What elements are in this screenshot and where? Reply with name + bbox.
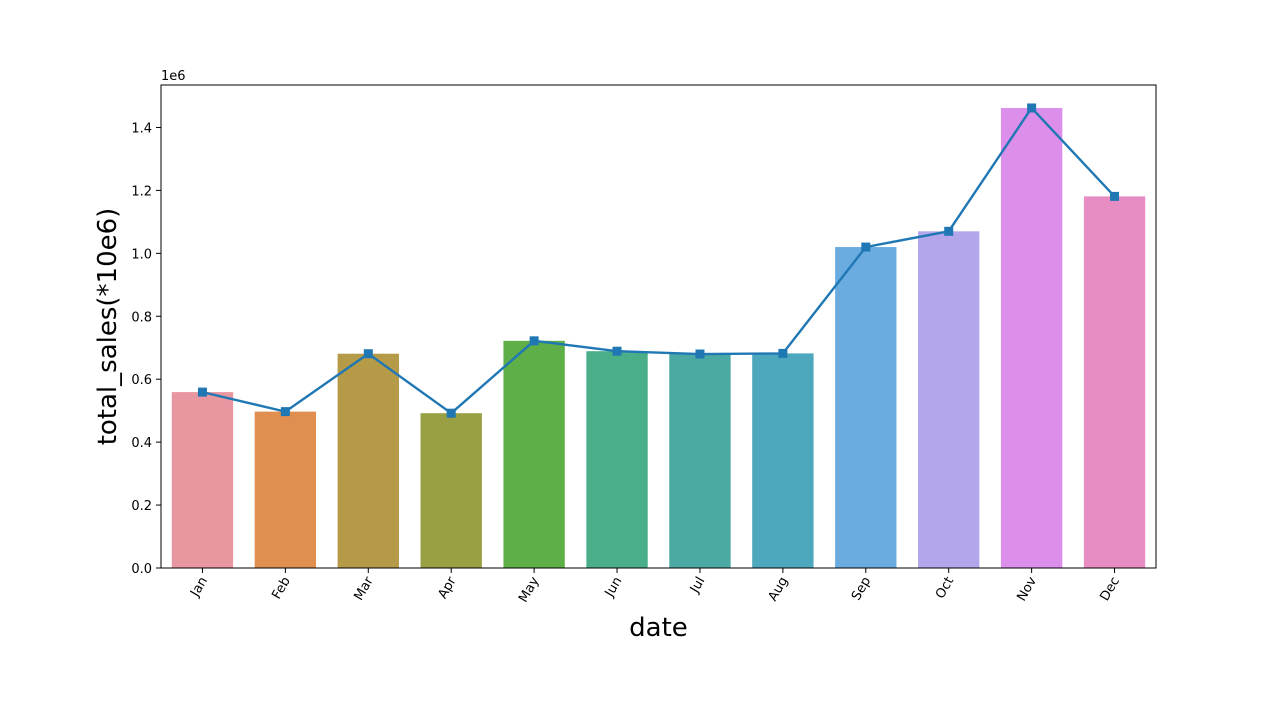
bar-jun — [586, 351, 648, 568]
bar-apr — [420, 413, 482, 568]
sales-trend-line — [202, 106, 1116, 415]
line-marker-may — [529, 336, 539, 346]
x-axis: Jan Feb Mar Apr May Jun Jul Aug Sep Oct Nov Dec — [187, 568, 1123, 605]
x-tick-label: Feb — [269, 575, 294, 602]
y-tick-label: 0.8 — [131, 310, 152, 325]
line-marker-nov — [1027, 103, 1037, 113]
line-marker-oct — [944, 226, 954, 236]
x-tick-label: Dec — [1097, 575, 1123, 604]
x-tick-label: Oct — [933, 575, 957, 602]
bar-aug — [752, 353, 814, 568]
x-axis-title: date — [629, 613, 688, 643]
line-marker-aug — [778, 348, 788, 358]
bar-mar — [337, 353, 399, 568]
y-tick-label: 1.0 — [131, 247, 152, 262]
line-marker-jan — [197, 387, 207, 397]
bars-layer — [171, 107, 1146, 569]
line-marker-jul — [695, 349, 705, 359]
line-marker-feb — [280, 407, 290, 417]
bar-jan — [171, 392, 234, 568]
bar-may — [503, 340, 565, 568]
y-tick-label: 0.2 — [131, 499, 152, 514]
x-tick-label: Sep — [849, 575, 874, 604]
x-tick-label: May — [516, 574, 543, 605]
line-marker-apr — [446, 408, 456, 418]
x-tick-label: Apr — [435, 574, 460, 602]
bar-feb — [254, 411, 317, 568]
line-marker-dec — [1110, 191, 1120, 201]
y-tick-label: 1.2 — [131, 184, 152, 199]
bar-jul — [669, 354, 731, 568]
line-marker-jun — [612, 346, 622, 356]
y-axis-title: total_sales(*10e6) — [93, 208, 123, 446]
bar-dec — [1083, 196, 1146, 569]
y-tick-label: 1.4 — [131, 121, 152, 136]
line-marker-mar — [363, 349, 373, 359]
line-layer — [197, 103, 1120, 418]
x-tick-label: Aug — [766, 575, 792, 604]
x-tick-label: Mar — [351, 574, 377, 603]
y-tick-label: 0.6 — [131, 373, 152, 388]
line-marker-sep — [861, 242, 871, 252]
bar-sep — [835, 247, 897, 568]
bar-nov — [1000, 107, 1063, 568]
bar-oct — [918, 231, 980, 568]
y-axis: 0.0 0.2 0.4 0.6 0.8 1.0 1.2 1.4 — [131, 121, 161, 577]
plot-frame — [160, 84, 1157, 569]
y-tick-label: 0.4 — [131, 436, 152, 451]
y-tick-label: 0.0 — [131, 562, 152, 577]
x-tick-label: Jul — [687, 575, 708, 597]
x-tick-label: Nov — [1014, 574, 1040, 604]
x-tick-label: Jan — [187, 575, 211, 601]
y-axis-offset-label: 1e6 — [161, 69, 186, 84]
x-tick-label: Jun — [602, 575, 626, 601]
